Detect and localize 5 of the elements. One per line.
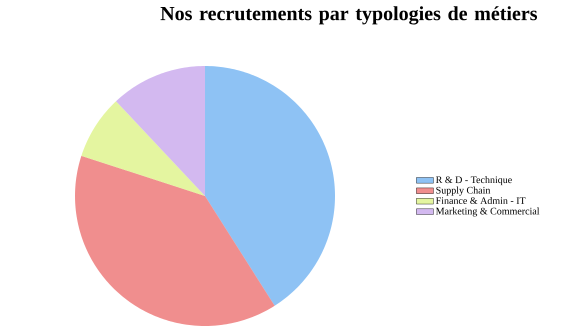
chart-title: Nos recrutements par typologies de métiers (160, 6, 538, 24)
legend-label: Marketing & Commercial (436, 207, 540, 217)
legend-label: R & D - Technique (436, 176, 512, 186)
legend-label: Supply Chain (436, 186, 490, 196)
legend-label: Finance & Admin - IT (436, 196, 526, 204)
